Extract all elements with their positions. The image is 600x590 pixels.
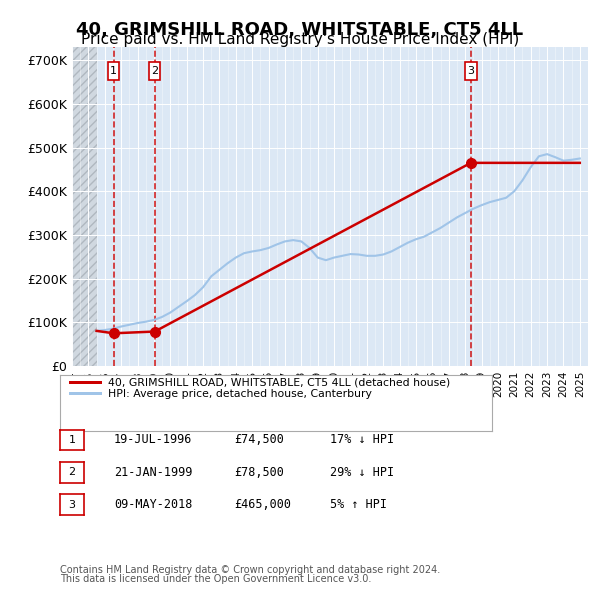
- Text: 17% ↓ HPI: 17% ↓ HPI: [330, 433, 394, 446]
- Text: Contains HM Land Registry data © Crown copyright and database right 2024.: Contains HM Land Registry data © Crown c…: [60, 565, 440, 575]
- Text: £465,000: £465,000: [234, 498, 291, 511]
- Text: 21-JAN-1999: 21-JAN-1999: [114, 466, 193, 478]
- Text: 2: 2: [68, 467, 76, 477]
- FancyBboxPatch shape: [149, 62, 160, 80]
- Text: 2: 2: [151, 66, 158, 76]
- FancyBboxPatch shape: [108, 62, 119, 80]
- FancyBboxPatch shape: [465, 62, 476, 80]
- Text: 3: 3: [68, 500, 76, 510]
- Text: This data is licensed under the Open Government Licence v3.0.: This data is licensed under the Open Gov…: [60, 574, 371, 584]
- Text: HPI: Average price, detached house, Canterbury: HPI: Average price, detached house, Cant…: [108, 389, 372, 398]
- Text: Price paid vs. HM Land Registry's House Price Index (HPI): Price paid vs. HM Land Registry's House …: [81, 32, 519, 47]
- Text: 40, GRIMSHILL ROAD, WHITSTABLE, CT5 4LL: 40, GRIMSHILL ROAD, WHITSTABLE, CT5 4LL: [76, 21, 524, 39]
- Text: 3: 3: [467, 66, 475, 76]
- Text: 29% ↓ HPI: 29% ↓ HPI: [330, 466, 394, 478]
- Text: 09-MAY-2018: 09-MAY-2018: [114, 498, 193, 511]
- Text: 1: 1: [68, 435, 76, 445]
- Text: 5% ↑ HPI: 5% ↑ HPI: [330, 498, 387, 511]
- Bar: [72, 47, 97, 366]
- Text: 1: 1: [110, 66, 117, 76]
- Text: 40, GRIMSHILL ROAD, WHITSTABLE, CT5 4LL (detached house): 40, GRIMSHILL ROAD, WHITSTABLE, CT5 4LL …: [108, 378, 450, 387]
- Text: £78,500: £78,500: [234, 466, 284, 478]
- Text: £74,500: £74,500: [234, 433, 284, 446]
- Text: 19-JUL-1996: 19-JUL-1996: [114, 433, 193, 446]
